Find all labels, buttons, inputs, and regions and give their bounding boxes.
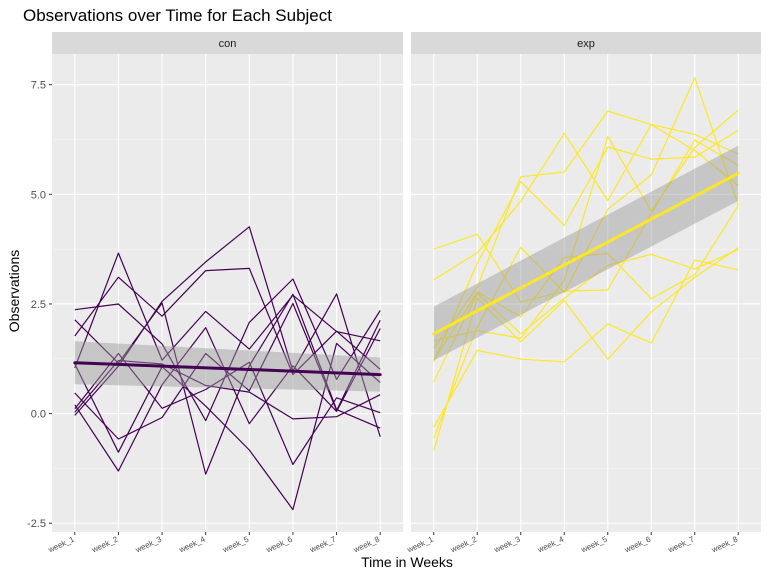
x-tick-label: week_2: [90, 534, 120, 554]
x-tick-label: week_5: [579, 534, 609, 554]
subject-line-exp-3: [433, 249, 739, 382]
x-tick-label: week_6: [264, 534, 294, 554]
facet-panels: con week_1 week_2 week_3 week_4 week_5 week_6 w…: [46, 32, 761, 555]
chart-title: Observations over Time for Each Subject: [23, 6, 332, 25]
subject-line-exp-2: [433, 123, 739, 281]
subject-line-exp-6: [433, 77, 739, 438]
subject-line-exp-8: [433, 110, 739, 349]
panel-background: [411, 54, 761, 532]
x-tick-label: week_2: [448, 534, 478, 554]
y-axis: -2.5 0.0 2.5 5.0 7.5: [27, 80, 52, 530]
subject-line-con-9: [74, 293, 381, 475]
y-axis-title: Observations: [6, 250, 22, 332]
subject-line-con-3: [74, 267, 381, 376]
subject-line-con-8: [74, 226, 381, 437]
x-tick-label: week_8: [709, 534, 739, 554]
x-tick-label: week_3: [133, 534, 163, 554]
subject-line-exp-9: [433, 139, 739, 303]
x-tick-label: week_4: [177, 534, 207, 554]
y-tick-label: 5.0: [31, 189, 46, 201]
facet-strip-label: con: [219, 38, 237, 50]
x-tick-label: week_7: [308, 534, 338, 554]
y-tick-label: 0.0: [31, 409, 46, 421]
smooth-trend-line: [432, 171, 740, 336]
subject-line-con-10: [74, 352, 381, 466]
x-axis-title: Time in Weeks: [361, 554, 453, 570]
y-tick-label: 7.5: [31, 80, 46, 92]
panel-con: con week_1 week_2 week_3 week_4 week_5 week_6 w…: [46, 32, 403, 555]
subject-line-exp-7: [433, 109, 739, 342]
subject-line-exp-10: [433, 205, 739, 361]
panel-exp: exp week_1 week_2 week_3 week_4 week_5 week_6 w…: [405, 32, 761, 555]
x-tick-label: week_8: [351, 534, 381, 554]
x-tick-label: week_3: [492, 534, 522, 554]
y-tick-label: -2.5: [27, 518, 46, 530]
facet-strip: [411, 32, 761, 54]
x-tick-label: week_1: [46, 534, 76, 554]
subject-line-con-4: [74, 252, 381, 369]
smooth-trend-line: [73, 361, 382, 377]
x-tick-label: week_6: [622, 534, 652, 554]
subject-line-exp-5: [433, 259, 739, 428]
panel-background: [52, 54, 403, 532]
subject-line-con-7: [74, 359, 381, 420]
subject-line-con-6: [74, 278, 381, 422]
x-tick-label: week_1: [405, 534, 435, 554]
x-tick-label: week_5: [220, 534, 250, 554]
y-tick-label: 2.5: [31, 299, 46, 311]
x-tick-label: week_7: [666, 534, 696, 554]
smooth-confidence-band: [74, 341, 381, 392]
facet-strip: [52, 32, 403, 54]
facet-strip-label: exp: [577, 38, 595, 50]
x-tick-label: week_4: [535, 534, 565, 554]
